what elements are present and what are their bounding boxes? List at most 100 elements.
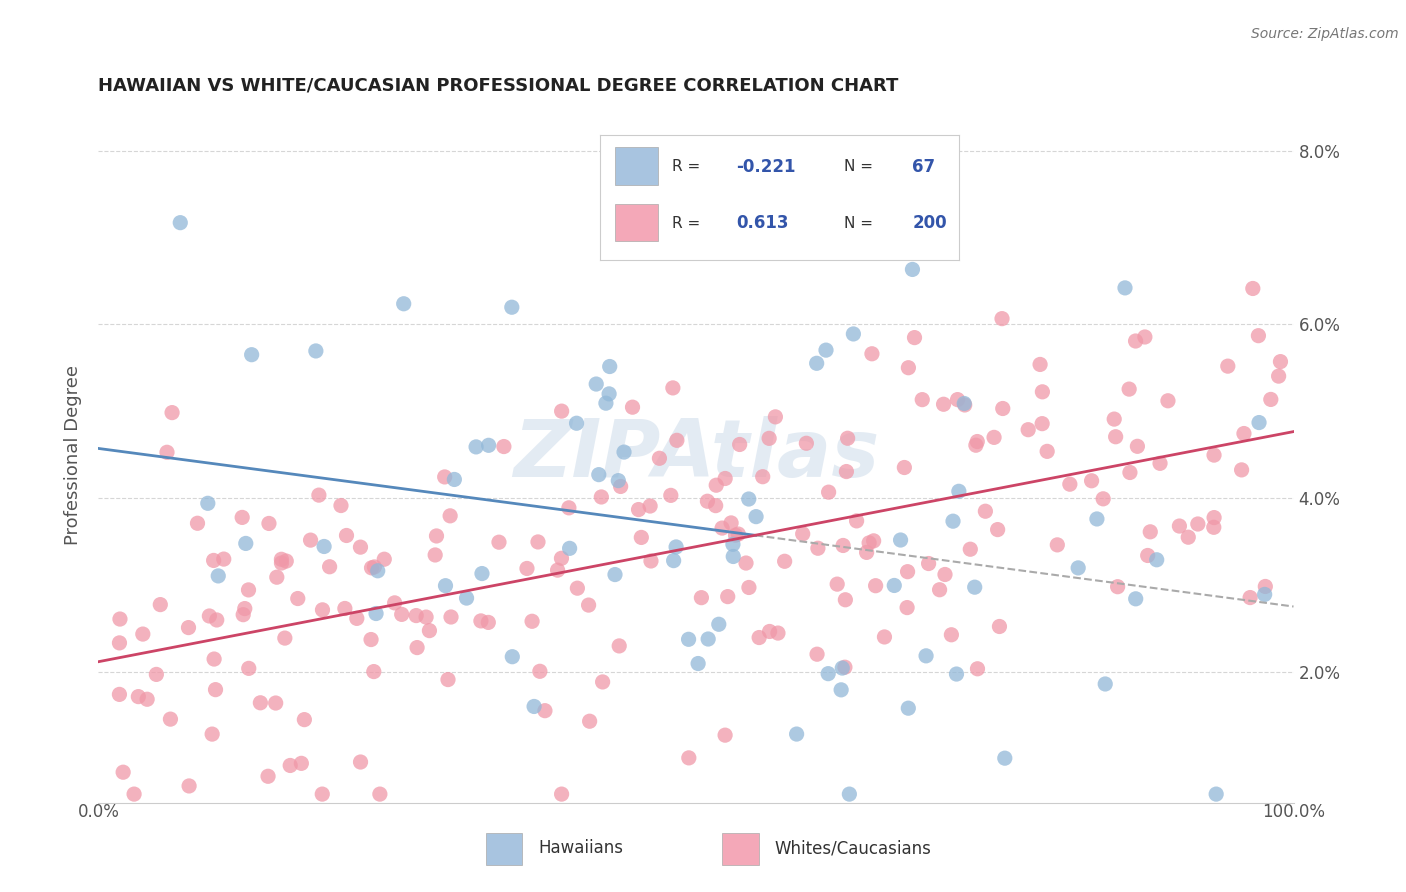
Point bbox=[1136, 549, 1159, 563]
Point bbox=[132, 627, 155, 641]
Point bbox=[585, 377, 607, 392]
Point bbox=[149, 598, 172, 612]
Point bbox=[932, 397, 955, 411]
Point bbox=[1239, 591, 1261, 605]
Point bbox=[1119, 466, 1142, 480]
Point bbox=[1187, 516, 1209, 531]
Point bbox=[1205, 787, 1227, 801]
Point bbox=[443, 473, 465, 487]
Point bbox=[456, 591, 478, 605]
Point bbox=[360, 561, 382, 575]
Point bbox=[264, 696, 287, 710]
Point bbox=[834, 660, 856, 674]
Point bbox=[638, 499, 661, 513]
Point bbox=[665, 540, 688, 554]
Point bbox=[595, 396, 617, 410]
Point bbox=[1241, 281, 1264, 295]
Point bbox=[897, 701, 920, 715]
Point bbox=[1253, 587, 1275, 601]
Point bbox=[527, 535, 550, 549]
Point bbox=[835, 465, 858, 479]
Point bbox=[405, 608, 427, 623]
Point bbox=[1133, 330, 1156, 344]
Point bbox=[578, 598, 600, 612]
Point bbox=[648, 451, 671, 466]
Point bbox=[946, 392, 969, 407]
Point bbox=[959, 542, 981, 557]
Point bbox=[1270, 354, 1292, 368]
Point bbox=[1046, 538, 1069, 552]
Point bbox=[477, 615, 499, 630]
Point bbox=[202, 652, 225, 666]
Point bbox=[773, 554, 796, 568]
Point bbox=[945, 667, 967, 681]
Point bbox=[470, 614, 492, 628]
Point bbox=[948, 484, 970, 499]
Point bbox=[1094, 677, 1116, 691]
Point bbox=[177, 779, 200, 793]
Point bbox=[1067, 561, 1090, 575]
Point bbox=[858, 536, 880, 550]
Point bbox=[911, 392, 934, 407]
Point bbox=[690, 591, 713, 605]
Point bbox=[520, 615, 543, 629]
Point bbox=[471, 566, 494, 581]
Point bbox=[276, 554, 298, 568]
Text: HAWAIIAN VS WHITE/CAUCASIAN PROFESSIONAL DEGREE CORRELATION CHART: HAWAIIAN VS WHITE/CAUCASIAN PROFESSIONAL… bbox=[98, 77, 898, 95]
Point bbox=[806, 647, 828, 661]
Point bbox=[991, 401, 1014, 416]
Point bbox=[333, 601, 356, 615]
Point bbox=[591, 490, 613, 504]
Point bbox=[238, 661, 260, 675]
Point bbox=[346, 611, 368, 625]
Point bbox=[550, 551, 572, 566]
Point bbox=[1230, 463, 1253, 477]
Point bbox=[662, 553, 685, 567]
Point bbox=[1247, 416, 1270, 430]
Point bbox=[292, 713, 315, 727]
Point bbox=[1139, 524, 1161, 539]
Point bbox=[257, 769, 280, 783]
Point bbox=[723, 549, 745, 564]
Point bbox=[1216, 359, 1239, 373]
Point bbox=[917, 557, 939, 571]
Point bbox=[1233, 426, 1256, 441]
Point bbox=[714, 728, 737, 742]
Point bbox=[207, 569, 229, 583]
Point bbox=[627, 502, 650, 516]
Point bbox=[198, 609, 221, 624]
Point bbox=[1125, 334, 1147, 348]
Point bbox=[659, 488, 682, 502]
Point bbox=[156, 445, 179, 459]
Point bbox=[186, 516, 208, 531]
Point bbox=[159, 712, 181, 726]
Point bbox=[270, 556, 292, 570]
Point bbox=[565, 416, 588, 430]
Point bbox=[373, 552, 395, 566]
Point bbox=[488, 535, 510, 549]
Point bbox=[529, 665, 551, 679]
Point bbox=[305, 343, 328, 358]
Point bbox=[439, 508, 461, 523]
Point bbox=[965, 438, 987, 452]
Point bbox=[1059, 477, 1081, 491]
Point bbox=[550, 404, 572, 418]
Point bbox=[621, 400, 644, 414]
Point bbox=[897, 360, 920, 375]
Point bbox=[108, 612, 131, 626]
Point bbox=[160, 406, 183, 420]
Point bbox=[311, 787, 333, 801]
Point bbox=[330, 499, 353, 513]
Point bbox=[314, 540, 336, 554]
Point bbox=[758, 431, 780, 445]
Point bbox=[233, 601, 256, 615]
Point bbox=[384, 596, 406, 610]
Point bbox=[855, 545, 877, 559]
Point bbox=[883, 578, 905, 592]
Point bbox=[838, 787, 860, 801]
Point bbox=[786, 727, 808, 741]
Point bbox=[1125, 591, 1147, 606]
Point bbox=[662, 381, 685, 395]
Point bbox=[688, 657, 710, 671]
Point bbox=[523, 699, 546, 714]
